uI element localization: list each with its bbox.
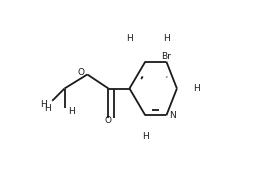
Text: H: H xyxy=(45,104,51,113)
Text: H: H xyxy=(142,132,149,141)
Text: H: H xyxy=(193,84,199,93)
Text: H: H xyxy=(40,100,47,109)
Text: H: H xyxy=(126,34,133,43)
Text: H: H xyxy=(68,107,75,116)
Text: O: O xyxy=(78,68,85,77)
Text: H: H xyxy=(163,34,170,43)
Text: O: O xyxy=(105,116,112,124)
Text: Br: Br xyxy=(161,52,171,61)
Text: N: N xyxy=(170,111,176,120)
